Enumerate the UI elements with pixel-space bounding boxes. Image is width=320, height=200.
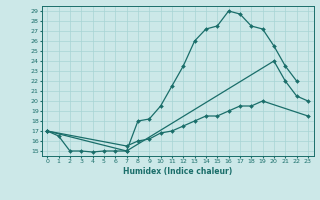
X-axis label: Humidex (Indice chaleur): Humidex (Indice chaleur) <box>123 167 232 176</box>
